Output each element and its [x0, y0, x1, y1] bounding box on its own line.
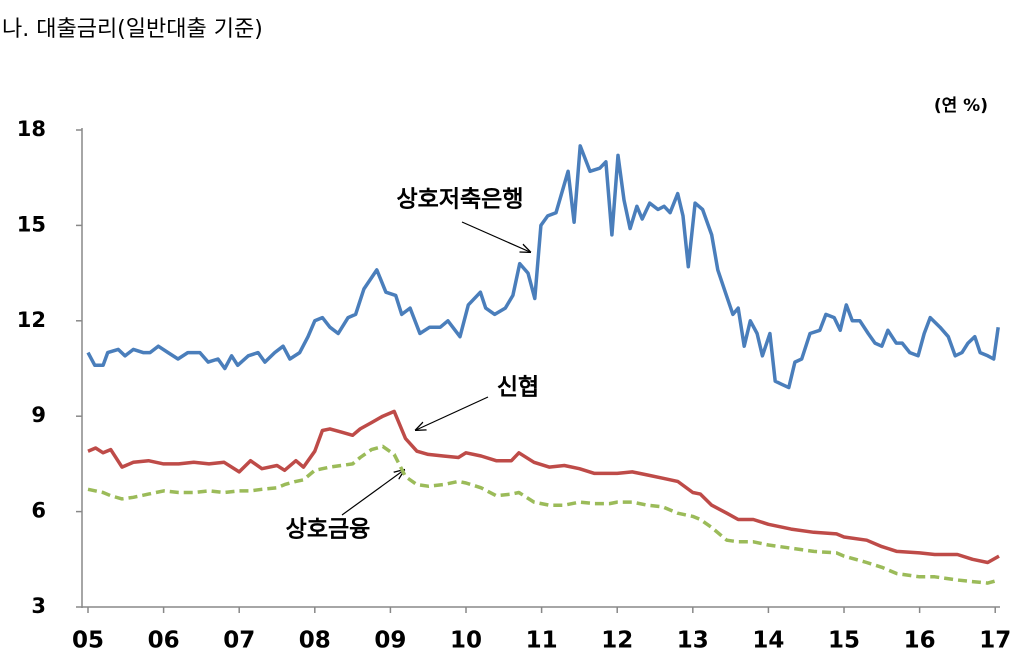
y-tick-label: 3 — [31, 594, 46, 618]
data-line — [86, 144, 1000, 390]
x-tick-label: 06 — [148, 628, 180, 654]
annotation-arrow — [341, 470, 404, 516]
series-label: 상호금융 — [286, 517, 371, 543]
y-tick-label: 12 — [17, 308, 46, 332]
x-tick-label: 11 — [526, 628, 558, 654]
y-tick-label: 18 — [17, 117, 46, 141]
x-tick-label: 17 — [979, 628, 1011, 654]
x-tick-label: 13 — [677, 628, 709, 654]
x-tick-label: 08 — [299, 628, 331, 654]
y-tick-label: 9 — [31, 403, 46, 427]
plot-area: 3 6 9 12 15 18 05 06 07 08 09 10 11 12 13 14 15 16 17 — [17, 117, 1011, 654]
x-tick-label: 14 — [752, 628, 784, 654]
x-tick-label: 05 — [72, 628, 104, 654]
data-line — [87, 444, 1000, 585]
y-tick-label: 6 — [31, 499, 46, 523]
series-label: 신협 — [497, 375, 539, 401]
x-tick-label: 10 — [450, 628, 482, 654]
unit-label: (연 %) — [934, 96, 988, 116]
x-tick-label: 12 — [601, 628, 633, 654]
x-tick-label: 09 — [374, 628, 406, 654]
series-label: 상호저축은행 — [397, 187, 524, 213]
data-line — [87, 409, 1000, 565]
x-tick-label: 15 — [828, 628, 860, 654]
annotation-arrow — [416, 396, 489, 430]
chart-title: 나. 대출금리(일반대출 기준) — [2, 17, 263, 42]
y-tick-label: 15 — [17, 212, 46, 236]
x-tick-label: 16 — [904, 628, 936, 654]
annotation-arrow — [461, 221, 530, 252]
x-tick-label: 07 — [223, 628, 255, 654]
